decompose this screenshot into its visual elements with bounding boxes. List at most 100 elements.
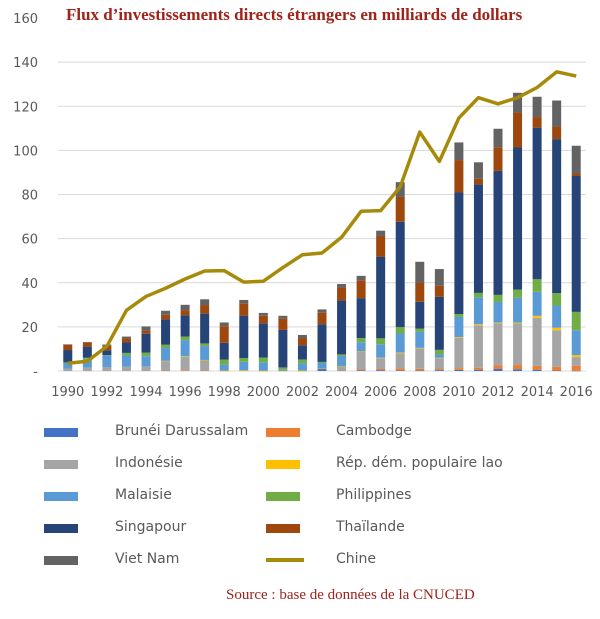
bar-segment-indon-sie bbox=[337, 366, 347, 371]
bar-segment-singapour bbox=[513, 147, 523, 290]
bar-segment-philippines bbox=[82, 357, 92, 359]
bar-stack-2001 bbox=[278, 315, 288, 372]
bar-segment-r-p-d-m-populaire-lao bbox=[454, 337, 464, 338]
bar-segment-philippines bbox=[337, 354, 347, 356]
bar-segment-viet-nam bbox=[337, 284, 347, 288]
legend-label: Chine bbox=[336, 551, 377, 567]
bar-segment-indon-sie bbox=[63, 368, 73, 371]
bar-segment-philippines bbox=[571, 311, 581, 331]
bar-stack-2013 bbox=[513, 92, 523, 371]
bar-stack-2006 bbox=[376, 230, 386, 371]
bar-segment-philippines bbox=[356, 338, 366, 343]
x-tick-label: 1992 bbox=[90, 385, 123, 400]
source-note: Source : base de données de la CNUCED bbox=[226, 587, 475, 603]
bar-segment-viet-nam bbox=[317, 309, 327, 313]
bar-segment-malaisie bbox=[82, 358, 92, 368]
bar-segment-cambodge bbox=[395, 368, 405, 371]
bar-segment-viet-nam bbox=[376, 230, 386, 236]
y-tick-label: 140 bbox=[13, 56, 38, 71]
bar-segment-tha-lande bbox=[376, 235, 386, 257]
bar-segment-viet-nam bbox=[200, 299, 210, 306]
x-tick-label: 2000 bbox=[247, 385, 280, 400]
bar-segment-malaisie bbox=[356, 342, 366, 352]
bar-segment-viet-nam bbox=[82, 342, 92, 343]
bar-stack-1996 bbox=[180, 304, 190, 371]
bar-segment-viet-nam bbox=[121, 336, 131, 339]
bar-segment-tha-lande bbox=[571, 173, 581, 176]
bar-stack-2012 bbox=[493, 128, 503, 371]
bar-segment-philippines bbox=[278, 367, 288, 370]
y-tick-label: 160 bbox=[13, 12, 38, 27]
bar-segment-tha-lande bbox=[473, 178, 483, 185]
bar-segment-singapour bbox=[493, 170, 503, 295]
legend-swatch-philippines bbox=[266, 492, 300, 501]
bar-segment-viet-nam bbox=[297, 334, 307, 339]
bar-segment-malaisie bbox=[337, 355, 347, 367]
bar-stack-1997 bbox=[200, 299, 210, 372]
bar-segment-indon-sie bbox=[454, 337, 464, 369]
bar-segment-philippines bbox=[141, 352, 151, 357]
bar-segment-singapour bbox=[297, 345, 307, 360]
bar-segment-cambodge bbox=[161, 370, 171, 372]
bar-segment-viet-nam bbox=[552, 100, 562, 127]
bar-segment-tha-lande bbox=[180, 310, 190, 316]
bar-segment-singapour bbox=[317, 324, 327, 362]
bar-segment-r-p-d-m-populaire-lao bbox=[415, 347, 425, 349]
bar-segment-indon-sie bbox=[395, 353, 405, 369]
bar-segment-cambodge bbox=[434, 369, 444, 371]
bar-segment-viet-nam bbox=[454, 142, 464, 161]
bar-segment-tha-lande bbox=[82, 342, 92, 347]
bar-stack-2007 bbox=[395, 182, 405, 371]
bar-segment-cambodge bbox=[180, 370, 190, 371]
bar-segment-brun-i-darussalam bbox=[552, 370, 562, 372]
bar-segment-viet-nam bbox=[141, 326, 151, 331]
bar-segment-singapour bbox=[532, 127, 542, 280]
bar-segment-brun-i-darussalam bbox=[493, 369, 503, 371]
bar-segment-singapour bbox=[376, 256, 386, 339]
bar-segment-indon-sie bbox=[493, 323, 503, 366]
bar-segment-indon-sie bbox=[102, 367, 112, 371]
bar-segment-tha-lande bbox=[258, 315, 268, 324]
bar-segment-malaisie bbox=[473, 297, 483, 325]
bar-segment-viet-nam bbox=[258, 312, 268, 316]
bar-segment-philippines bbox=[415, 328, 425, 332]
bar-stack-1998 bbox=[219, 322, 229, 372]
bar-stack-2011 bbox=[473, 162, 483, 371]
bar-segment-r-p-d-m-populaire-lao bbox=[532, 315, 542, 318]
bar-segment-malaisie bbox=[532, 291, 542, 316]
bar-segment-viet-nam bbox=[415, 261, 425, 283]
bar-stack-1994 bbox=[141, 326, 151, 371]
bar-segment-indon-sie bbox=[356, 351, 366, 370]
bar-segment-singapour bbox=[571, 175, 581, 312]
bar-segment-indon-sie bbox=[473, 325, 483, 368]
y-tick-label: 40 bbox=[21, 277, 38, 292]
bar-segment-philippines bbox=[297, 359, 307, 364]
bar-segment-r-p-d-m-populaire-lao bbox=[395, 352, 405, 354]
bar-segment-r-p-d-m-populaire-lao bbox=[219, 370, 229, 372]
china-line-layer bbox=[67, 70, 577, 366]
bar-segment-singapour bbox=[141, 333, 151, 353]
bar-segment-indon-sie bbox=[434, 358, 444, 370]
bar-segment-malaisie bbox=[180, 340, 190, 357]
legend-swatch-singapour bbox=[44, 524, 78, 533]
bar-segment-philippines bbox=[258, 357, 268, 363]
x-tick-label: 1998 bbox=[208, 385, 241, 400]
bar-segment-brun-i-darussalam bbox=[376, 370, 386, 371]
bar-segment-philippines bbox=[454, 314, 464, 317]
bar-segment-tha-lande bbox=[317, 312, 327, 325]
bar-segment-malaisie bbox=[415, 331, 425, 348]
bar-segment-viet-nam bbox=[434, 269, 444, 286]
bar-segment-philippines bbox=[317, 361, 327, 364]
bar-segment-tha-lande bbox=[552, 126, 562, 140]
bar-segment-singapour bbox=[239, 315, 249, 358]
bar-segment-r-p-d-m-populaire-lao bbox=[493, 322, 503, 324]
bar-segment-viet-nam bbox=[278, 315, 288, 319]
bar-segment-cambodge bbox=[473, 367, 483, 370]
bar-segment-singapour bbox=[161, 319, 171, 345]
legend-label: Thaïlande bbox=[336, 519, 405, 535]
y-tick-label: 60 bbox=[21, 233, 38, 248]
legend-swatch-cambodge bbox=[266, 428, 300, 437]
bar-segment-brun-i-darussalam bbox=[434, 370, 444, 371]
bar-stack-2009 bbox=[434, 269, 444, 371]
bar-segment-singapour bbox=[434, 296, 444, 350]
